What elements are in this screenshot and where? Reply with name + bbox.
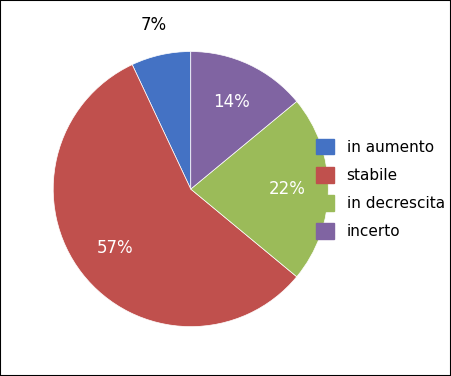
Legend: in aumento, stabile, in decrescita, incerto: in aumento, stabile, in decrescita, ince… xyxy=(308,131,451,247)
Wedge shape xyxy=(53,65,297,327)
Text: 22%: 22% xyxy=(269,180,305,198)
Wedge shape xyxy=(132,52,191,189)
Text: 14%: 14% xyxy=(213,93,250,111)
Text: 7%: 7% xyxy=(141,16,167,34)
Text: 57%: 57% xyxy=(97,239,133,257)
Wedge shape xyxy=(191,52,297,189)
Wedge shape xyxy=(191,102,328,277)
